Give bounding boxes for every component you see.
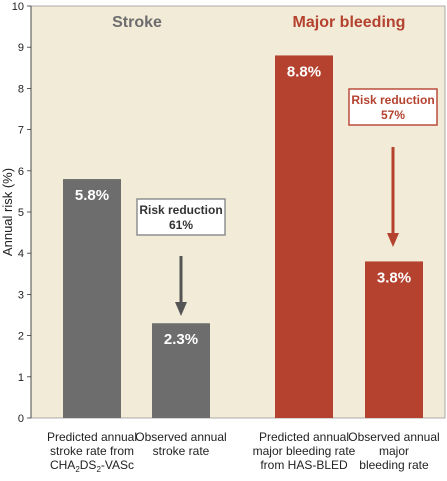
category-label: Predicted annual bbox=[47, 430, 137, 444]
bar-value-label: 2.3% bbox=[164, 331, 198, 348]
y-tick-label-8: 8 bbox=[18, 83, 24, 95]
category-label: Predicted annual bbox=[259, 430, 349, 444]
formula-part: CHA bbox=[50, 458, 75, 472]
annotation-text: Risk reduction bbox=[351, 93, 434, 107]
category-label: stroke rate from bbox=[50, 444, 134, 458]
category-label: Observed annual bbox=[135, 430, 226, 444]
category-label: Observed annual bbox=[348, 430, 439, 444]
y-tick-label-1: 1 bbox=[18, 372, 24, 384]
y-tick-label-10: 10 bbox=[12, 1, 24, 13]
bar-groups: Stroke 5.8% 2.3% Major bleeding 8.8% 3.8% bbox=[63, 14, 423, 418]
subscript: 2 bbox=[75, 465, 80, 474]
annotation-text: 61% bbox=[169, 218, 193, 232]
bar bbox=[63, 179, 121, 418]
y-axis: 0 1 2 3 4 5 6 7 8 9 10 bbox=[12, 1, 32, 425]
category-label: from HAS-BLED bbox=[260, 458, 348, 472]
bar bbox=[365, 261, 423, 418]
subscript: 2 bbox=[96, 465, 101, 474]
formula-part: -VASc bbox=[101, 458, 134, 472]
group-0: Stroke 5.8% 2.3% bbox=[63, 14, 210, 418]
bar bbox=[152, 323, 210, 418]
y-tick-label-0: 0 bbox=[18, 413, 24, 425]
y-axis-label: Annual risk (%) bbox=[0, 168, 15, 256]
formula-part: DS bbox=[80, 458, 97, 472]
category-formula: CHA2DS2-VASc bbox=[50, 458, 134, 474]
annotation-text: Risk reduction bbox=[139, 203, 222, 217]
bar bbox=[275, 55, 333, 418]
arrow-head-icon bbox=[387, 233, 399, 247]
y-tick-label-9: 9 bbox=[18, 42, 24, 54]
annotation-box bbox=[136, 198, 226, 236]
category-label: major bbox=[379, 444, 409, 458]
y-tick-label-6: 6 bbox=[18, 166, 24, 178]
category-label: bleeding rate bbox=[359, 458, 429, 472]
bar-value-label: 8.8% bbox=[287, 63, 321, 80]
group-1: Major bleeding 8.8% 3.8% bbox=[275, 14, 423, 418]
arrow-head-icon bbox=[175, 302, 187, 316]
annotation-box bbox=[348, 88, 438, 126]
bar-value-label: 3.8% bbox=[377, 269, 411, 286]
bar-value-label: 5.8% bbox=[75, 187, 109, 204]
y-tick-label-3: 3 bbox=[18, 289, 24, 301]
category-label: stroke rate bbox=[153, 444, 210, 458]
category-label: major bleeding rate bbox=[253, 444, 356, 458]
y-tick-label-2: 2 bbox=[18, 331, 24, 343]
group-title: Major bleeding bbox=[293, 14, 406, 31]
y-tick-label-5: 5 bbox=[18, 207, 24, 219]
y-tick-label-4: 4 bbox=[18, 248, 24, 260]
group-title: Stroke bbox=[112, 14, 162, 31]
y-tick-label-7: 7 bbox=[18, 125, 24, 137]
annotation-text: 57% bbox=[381, 108, 405, 122]
